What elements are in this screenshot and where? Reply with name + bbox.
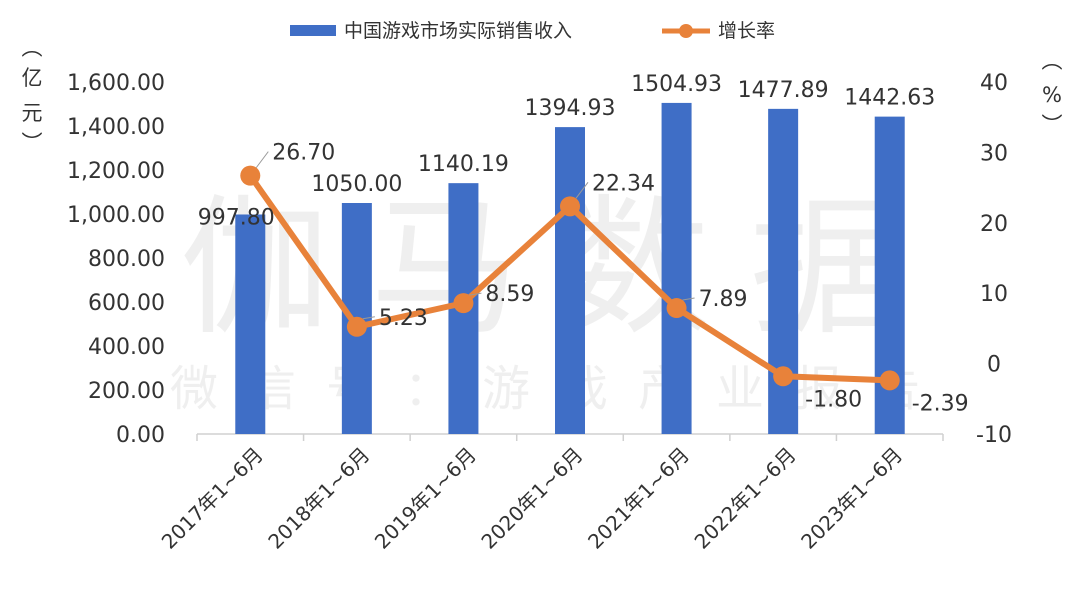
legend: 中国游戏市场实际销售收入 增长率	[290, 20, 775, 42]
growth-marker	[666, 298, 687, 319]
right-tick-label: 40	[980, 71, 1008, 96]
leader-line	[255, 151, 269, 168]
right-tick-label: 10	[980, 282, 1008, 307]
growth-marker	[879, 370, 900, 391]
x-tick-label: 2020年1~6月	[476, 443, 587, 554]
right-tick-label: 30	[980, 141, 1008, 166]
growth-value-label: -1.80	[805, 387, 862, 412]
leader-line	[682, 297, 695, 301]
growth-value-label: 7.89	[699, 287, 748, 312]
left-tick-label: 200.00	[88, 379, 165, 404]
x-tick-label: 2021年1~6月	[583, 443, 694, 554]
bar-value-label: 1140.19	[418, 152, 509, 177]
leader-line	[575, 182, 589, 199]
right-axis-title: ︵	[1042, 49, 1063, 73]
growth-value-label: 22.34	[592, 171, 655, 196]
left-tick-label: 1,200.00	[67, 159, 165, 184]
bar	[555, 127, 585, 434]
bar-value-label: 1477.89	[738, 78, 829, 103]
left-tick-label: 0.00	[116, 423, 165, 448]
left-axis-title: 亿	[22, 66, 43, 90]
left-tick-label: 1,000.00	[67, 203, 165, 228]
growth-value-label: 5.23	[379, 306, 428, 331]
legend-bar-swatch	[290, 25, 336, 36]
growth-value-label: 26.70	[272, 141, 335, 166]
legend-line-label: 增长率	[718, 20, 775, 42]
growth-value-label: 8.59	[485, 282, 534, 307]
bar-value-label: 997.80	[198, 205, 275, 230]
legend-bar-label: 中国游戏市场实际销售收入	[344, 20, 572, 42]
x-tick-label: 2019年1~6月	[370, 443, 481, 554]
right-tick-label: 20	[980, 212, 1008, 237]
left-tick-label: 600.00	[88, 291, 165, 316]
bar	[661, 102, 692, 434]
bar-value-label: 1442.63	[844, 86, 935, 111]
growth-marker	[240, 165, 261, 186]
bar-value-label: 1050.00	[311, 172, 402, 197]
legend-line-marker	[679, 24, 693, 38]
growth-marker	[560, 196, 580, 217]
left-tick-label: 800.00	[88, 247, 165, 272]
growth-value-label: -2.39	[912, 391, 969, 416]
x-tick-label: 2017年1~6月	[157, 443, 268, 554]
x-tick-label: 2018年1~6月	[263, 443, 374, 554]
left-axis-title: ︵	[22, 36, 43, 60]
left-tick-label: 1,400.00	[67, 115, 165, 140]
right-axis-title: ︶	[1042, 113, 1063, 137]
leader-line	[469, 292, 482, 296]
left-tick-label: 1,600.00	[67, 71, 165, 96]
x-tick-label: 2022年1~6月	[690, 443, 801, 554]
leader-line	[362, 316, 375, 320]
x-tick-label: 2023年1~6月	[796, 443, 907, 554]
bar-value-label: 1504.93	[631, 72, 722, 97]
growth-marker	[773, 366, 794, 387]
right-tick-label: 0	[987, 353, 1001, 378]
left-tick-label: 400.00	[88, 335, 165, 360]
growth-marker	[453, 293, 474, 314]
bar-value-label: 1394.93	[525, 96, 616, 121]
left-axis-title: ︶	[22, 131, 43, 155]
left-axis-title: 元	[22, 101, 43, 125]
bar	[235, 214, 266, 434]
right-axis-title: %	[1042, 83, 1062, 107]
right-tick-label: -10	[976, 423, 1012, 448]
growth-marker	[346, 316, 367, 337]
